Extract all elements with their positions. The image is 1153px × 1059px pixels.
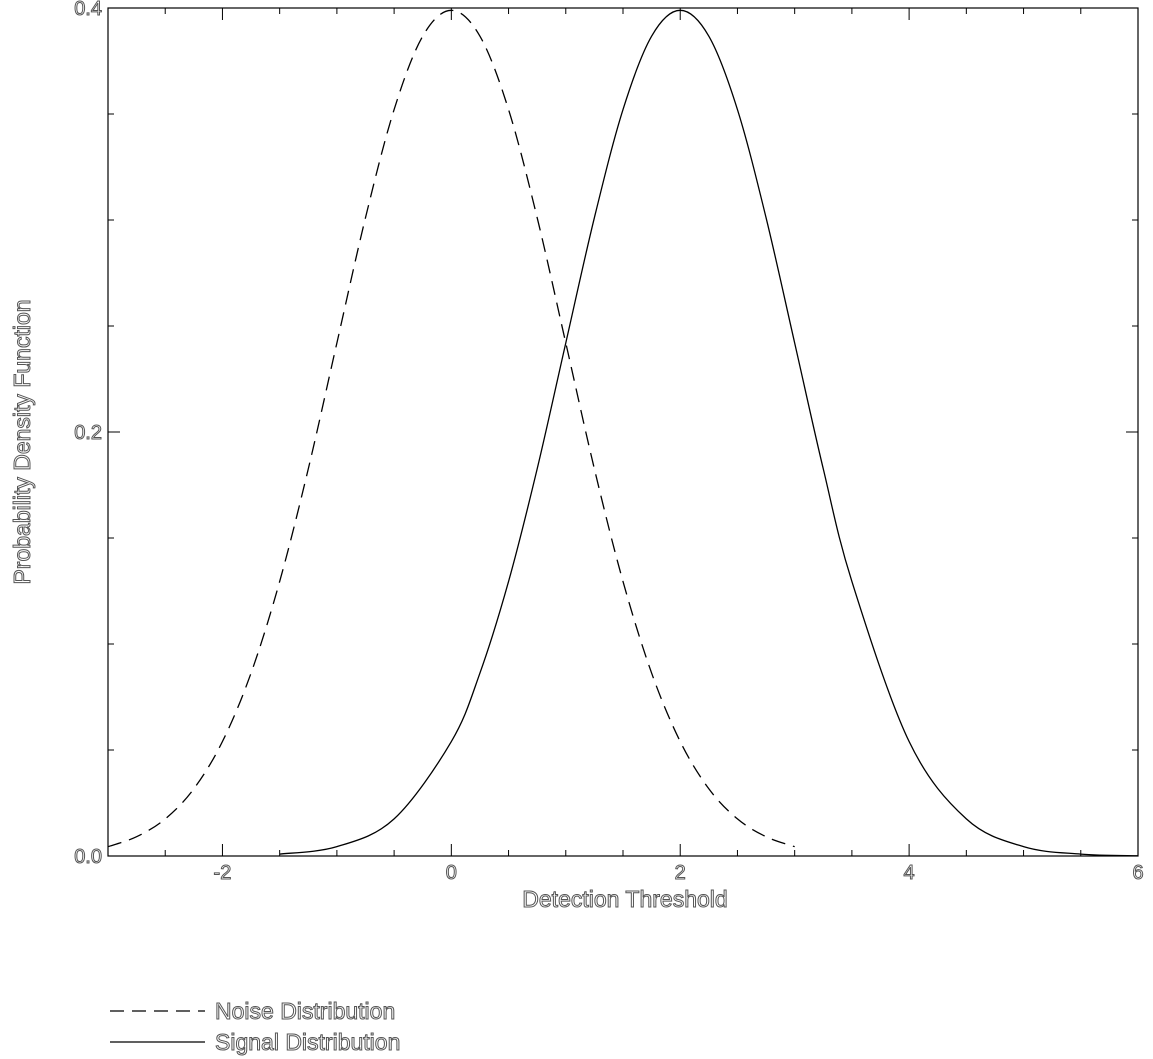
x-tick-label: 4: [904, 862, 915, 884]
x-axis-label: Detection Threshold: [522, 886, 727, 912]
y-tick-label: 0.2: [74, 422, 102, 444]
tick-labels: -2 0 2 4 6 0.0 0.2 0.4: [74, 0, 1144, 885]
x-tick-label: -2: [214, 862, 232, 884]
axis-ticks: [107, 7, 1139, 857]
series-line-signal: [279, 9, 1139, 857]
x-tick-label: 0: [446, 862, 457, 884]
y-tick-label: 0.4: [74, 0, 102, 20]
y-axis-label: Probability Density Function: [9, 299, 35, 584]
y-tick-label: 0.0: [74, 846, 102, 868]
x-tick-label: 6: [1132, 862, 1143, 884]
series-layer: [107, 9, 1139, 857]
plot-frame: [107, 7, 1139, 857]
legend-label-noise: Noise Distribution: [215, 998, 395, 1024]
series-line-noise: [107, 9, 795, 848]
legend: Noise Distribution Signal Distribution: [110, 998, 401, 1056]
legend-label-signal: Signal Distribution: [215, 1029, 400, 1055]
x-tick-label: 2: [675, 862, 686, 884]
